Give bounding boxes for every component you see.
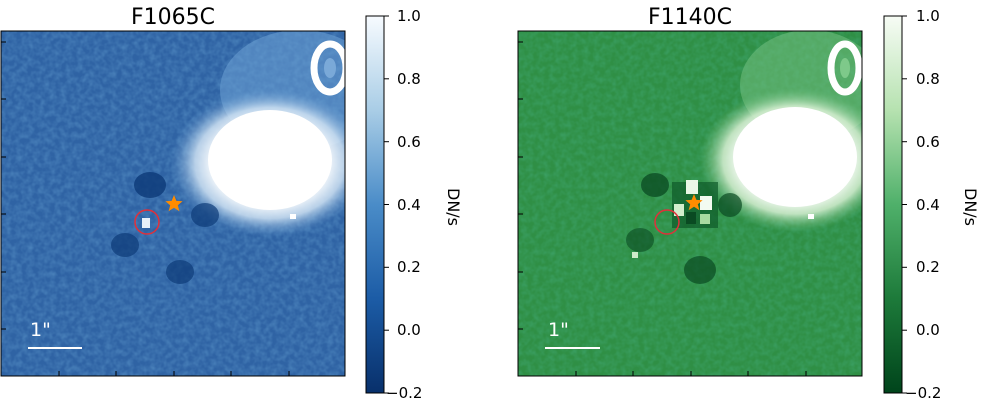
colorbar-tick-right-0.2: 0.2 <box>916 258 940 276</box>
scale-bar-label-left: 1" <box>30 319 51 341</box>
colorbar-label-right: DN/s <box>961 188 980 226</box>
colorbar-tick-left-0.2: 0.2 <box>397 258 421 276</box>
colorbar-tick-right-0.8: 0.8 <box>916 70 940 88</box>
colorbar-label-left: DN/s <box>444 188 463 226</box>
axis-ticks-left <box>1 41 290 376</box>
axes-frame-left <box>0 30 346 377</box>
axes-frame-right <box>517 30 863 377</box>
colorbar-tick-left-0.0: 0.0 <box>397 321 421 339</box>
colorbar-ticks-left <box>384 15 389 394</box>
colorbar-left <box>365 15 385 394</box>
colorbar-tick-right-0.6: 0.6 <box>916 133 940 151</box>
red-circle-marker-left <box>134 209 160 235</box>
heatmap-image-right <box>518 31 862 376</box>
colorbar-tick-left-0.6: 0.6 <box>397 133 421 151</box>
panel-title-left: F1065C <box>131 5 215 30</box>
colorbar-tick-right-minus0.2: −0.2 <box>905 384 941 402</box>
colorbar-tick-left-0.4: 0.4 <box>397 196 421 214</box>
colorbar-tick-left-0.8: 0.8 <box>397 70 421 88</box>
axis-ticks-right <box>518 41 807 376</box>
red-circle-marker-right <box>654 209 680 235</box>
colorbar-tick-left-1.0: 1.0 <box>397 7 421 25</box>
colorbar-right <box>883 15 903 394</box>
orange-star-marker-right <box>685 194 703 211</box>
colorbar-tick-right-0.4: 0.4 <box>916 196 940 214</box>
colorbar-ticks-right <box>902 15 907 394</box>
heatmap-image-left <box>1 31 345 376</box>
colorbar-tick-left-minus0.2: −0.2 <box>386 384 422 402</box>
scale-bar-label-right: 1" <box>548 319 569 341</box>
colorbar-tick-right-0.0: 0.0 <box>916 321 940 339</box>
colorbar-tick-right-1.0: 1.0 <box>916 7 940 25</box>
panel-title-right: F1140C <box>648 5 732 30</box>
orange-star-marker-left <box>165 195 183 212</box>
